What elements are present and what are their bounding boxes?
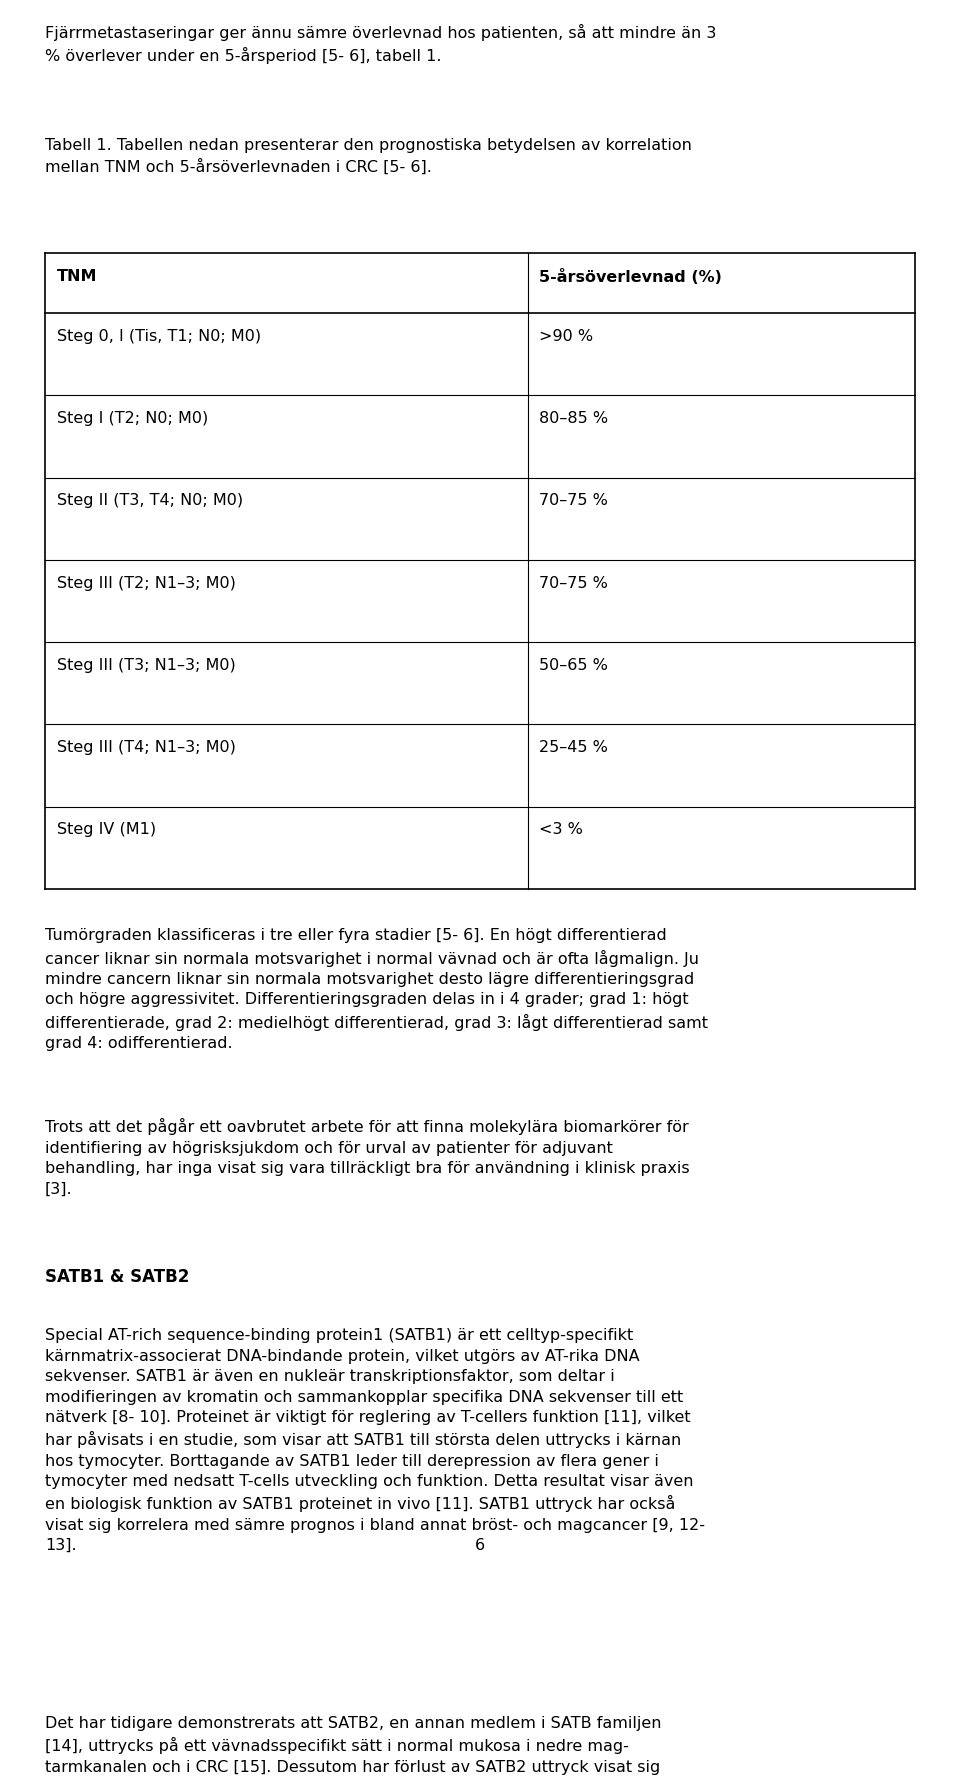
Text: 5-årsöverlevnad (%): 5-årsöverlevnad (%) xyxy=(540,269,722,285)
Text: Steg III (T4; N1–3; M0): Steg III (T4; N1–3; M0) xyxy=(57,740,235,755)
Text: Steg III (T2; N1–3; M0): Steg III (T2; N1–3; M0) xyxy=(57,575,235,591)
Text: Tumörgraden klassificeras i tre eller fyra stadier [5- 6]. En högt differentiera: Tumörgraden klassificeras i tre eller fy… xyxy=(45,929,708,1052)
Text: Steg II (T3, T4; N0; M0): Steg II (T3, T4; N0; M0) xyxy=(57,493,243,509)
Text: 50–65 %: 50–65 % xyxy=(540,659,609,673)
Text: Steg I (T2; N0; M0): Steg I (T2; N0; M0) xyxy=(57,411,207,425)
Text: Special AT-rich sequence-binding protein1 (SATB1) är ett celltyp-specifikt
kärnm: Special AT-rich sequence-binding protein… xyxy=(45,1328,705,1554)
Text: Steg 0, I (Tis, T1; N0; M0): Steg 0, I (Tis, T1; N0; M0) xyxy=(57,329,261,344)
Text: Det har tidigare demonstrerats att SATB2, en annan medlem i SATB familjen
[14], : Det har tidigare demonstrerats att SATB2… xyxy=(45,1716,705,1780)
Text: 70–75 %: 70–75 % xyxy=(540,575,609,591)
Text: Tabell 1. Tabellen nedan presenterar den prognostiska betydelsen av korrelation
: Tabell 1. Tabellen nedan presenterar den… xyxy=(45,137,692,174)
Text: TNM: TNM xyxy=(57,269,97,283)
Text: Trots att det pågår ett oavbrutet arbete för att finna molekylära biomarkörer fö: Trots att det pågår ett oavbrutet arbete… xyxy=(45,1118,689,1196)
Text: <3 %: <3 % xyxy=(540,822,584,837)
Text: >90 %: >90 % xyxy=(540,329,593,344)
Text: Steg III (T3; N1–3; M0): Steg III (T3; N1–3; M0) xyxy=(57,659,235,673)
Text: 25–45 %: 25–45 % xyxy=(540,740,609,755)
Text: 6: 6 xyxy=(475,1538,485,1552)
Text: Fjärrmetastaseringar ger ännu sämre överlevnad hos patienten, så att mindre än 3: Fjärrmetastaseringar ger ännu sämre över… xyxy=(45,23,716,64)
Text: 70–75 %: 70–75 % xyxy=(540,493,609,509)
Text: Steg IV (M1): Steg IV (M1) xyxy=(57,822,156,837)
Text: 80–85 %: 80–85 % xyxy=(540,411,609,425)
Text: SATB1 & SATB2: SATB1 & SATB2 xyxy=(45,1269,189,1287)
